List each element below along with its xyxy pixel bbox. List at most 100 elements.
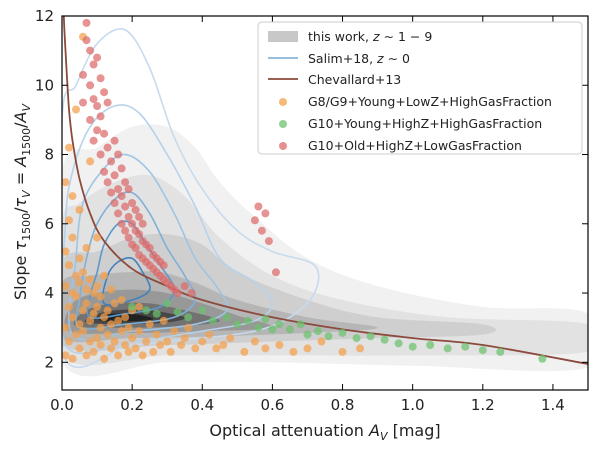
legend-swatch-g10-young [279, 120, 287, 128]
legend-box [257, 21, 583, 155]
g10-old-point [121, 178, 130, 187]
g10-young-point [261, 315, 270, 323]
x-tick-label: 1.0 [401, 396, 425, 414]
g10-old-point [124, 212, 133, 221]
g10-old-point [82, 36, 91, 45]
g8g9-point [79, 268, 87, 277]
salim-contour-6 [101, 257, 151, 306]
legend-label-g10-old: G10+Old+HighZ+LowGasFraction [308, 138, 522, 153]
g10-young-point [275, 320, 284, 329]
g10-old-point [261, 209, 270, 218]
g10-young-point [198, 306, 207, 315]
g10-old-point [89, 136, 98, 145]
x-tick-label: 1.2 [471, 396, 495, 414]
g10-old-point [121, 226, 130, 235]
g8g9-point [75, 320, 84, 329]
g10-young-point [408, 342, 417, 351]
g8g9-point [89, 309, 98, 318]
g10-old-point [264, 237, 273, 246]
plot-frame [61, 15, 589, 391]
g8g9-point [198, 337, 207, 346]
g8g9-point [117, 296, 126, 304]
g8g9-point [250, 337, 259, 346]
g10-old-point [114, 209, 123, 218]
g10-young-point [128, 302, 137, 311]
g10-old-point [100, 88, 109, 97]
g10-old-point [117, 219, 126, 228]
g8g9-point [72, 105, 80, 114]
g8g9-point [156, 341, 165, 349]
g10-young-point [268, 325, 277, 334]
g10-old-point [79, 98, 87, 107]
g10-old-point [89, 60, 98, 69]
g8g9-point [317, 337, 326, 346]
g10-old-point [93, 126, 102, 135]
y-tick-label: 10 [35, 76, 54, 94]
g10-old-point [187, 289, 196, 297]
g8g9-point [177, 341, 186, 349]
g8g9-point [145, 320, 154, 329]
g8g9-point [93, 233, 102, 242]
y-tick-label: 4 [44, 284, 54, 302]
g8g9-point [65, 302, 73, 311]
plot-area [62, 16, 588, 377]
x-tick-label: 0.8 [331, 396, 355, 414]
g8g9-point [289, 347, 298, 356]
g8g9-point [240, 347, 249, 356]
g8g9-point [131, 344, 140, 353]
g10-young-point [285, 325, 294, 334]
g8g9-point [124, 347, 133, 356]
g10-old-point [89, 95, 98, 104]
g10-young-point [173, 308, 182, 317]
g8g9-point [142, 337, 151, 346]
g8g9-point [166, 347, 175, 356]
g8g9-point [303, 344, 312, 353]
g8g9-point [356, 344, 365, 353]
g10-young-point [338, 328, 347, 337]
g8g9-point [68, 233, 77, 242]
legend-label-g10-young: G10+Young+HighZ+HighGasFraction [308, 116, 542, 131]
g8g9-point [110, 337, 119, 346]
g8g9-point [72, 330, 80, 339]
g10-old-point [271, 268, 280, 277]
y-tick-label: 2 [44, 353, 54, 371]
g10-old-point [79, 70, 87, 79]
g8g9-point [205, 330, 214, 339]
g10-young-point [243, 316, 252, 325]
g8g9-point [65, 261, 73, 270]
legend-label-chevallard: Chevallard+13 [308, 72, 401, 87]
g10-young-point [352, 334, 361, 343]
g8g9-point [96, 341, 105, 349]
g10-young-point [443, 344, 452, 353]
g8g9-point [103, 330, 112, 339]
g8g9-point [75, 344, 84, 353]
g8g9-point [68, 192, 77, 201]
g8g9-point [93, 302, 102, 311]
g8g9-point [75, 205, 84, 214]
g10-old-point [250, 216, 259, 225]
g10-old-point [124, 185, 133, 194]
g8g9-point [79, 306, 87, 315]
salim-contour-4 [75, 191, 197, 330]
g8g9-point [62, 247, 70, 256]
g10-young-point [208, 316, 217, 325]
g8g9-point [100, 354, 109, 363]
g8g9-point [107, 285, 116, 294]
g10-young-point [478, 346, 487, 355]
g10-young-point [324, 332, 333, 341]
g8g9-point [100, 313, 109, 322]
g10-young-point [152, 309, 161, 318]
g10-old-point [128, 219, 137, 228]
legend-swatch-this-work [268, 31, 298, 42]
legend-swatch-g10-old [279, 142, 287, 150]
g10-old-point [100, 129, 109, 138]
y-tick-label: 12 [35, 7, 54, 25]
g8g9-point [72, 292, 80, 301]
g8g9-point [110, 299, 119, 308]
g10-old-point [100, 167, 109, 176]
g8g9-point [261, 344, 270, 353]
g8g9-point [62, 323, 70, 332]
g10-old-point [135, 230, 144, 239]
